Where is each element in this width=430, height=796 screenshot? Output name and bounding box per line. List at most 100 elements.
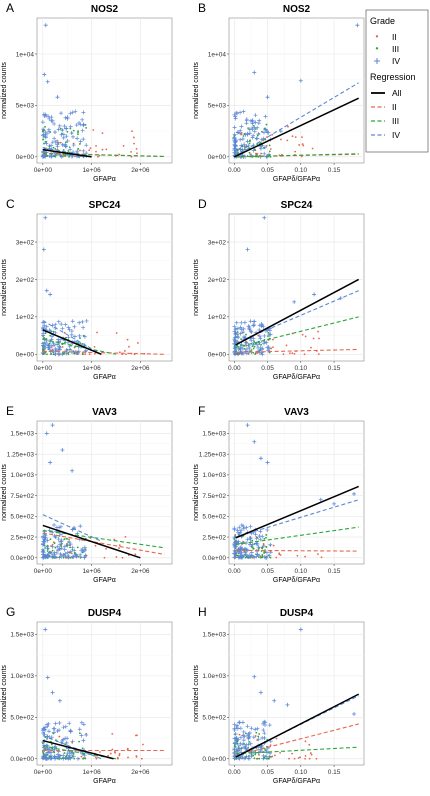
point-grade-iv [58,347,63,352]
panel-title: NOS2 [283,4,311,15]
point-grade-iv [46,554,51,559]
point-grade-iv [245,554,250,559]
point-grade-iv [53,153,58,158]
x-tick-label: 2e+06 [131,568,150,575]
point-grade-iii [253,757,256,760]
point-grade-iv [266,130,271,135]
point-grade-iii [268,144,271,147]
point-grade-ii [271,755,274,758]
y-tick-label: 0e+00 [16,352,35,359]
point-grade-ii [94,544,97,547]
point-grade-iv [57,728,62,733]
point-grade-iii [245,333,247,336]
x-tick-label: 0.05 [261,568,274,575]
point-grade-iii [78,732,81,735]
point-grade-iv [73,109,78,114]
point-grade-iv [245,537,250,542]
regression-line-iv [235,499,359,538]
point-grade-iv [63,551,68,556]
point-grade-ii [95,757,98,760]
point-grade-iv [232,746,237,751]
point-grade-iv [45,747,50,752]
regression-line-all [42,739,114,760]
panel-h: 0.00 0.05 0.10 0.15 0.0e+00 5.0e+02 1.0e+03 1.5… [193,605,365,785]
point-grade-iii [66,130,69,133]
point-grade-iv [248,524,253,529]
point-grade-iv [232,150,237,155]
point-grade-ii [118,153,121,156]
point-grade-iv [79,720,84,725]
legend-grade-iv-label: IV [392,56,400,66]
y-tick-label: 1.5e+03 [10,431,34,438]
point-grade-ii [95,150,97,153]
point-grade-iv [81,110,86,115]
point-grade-iii [44,141,47,143]
point-grade-iv [52,121,57,126]
outlier-grade-iv [50,423,55,428]
point-grade-iv [233,555,238,560]
point-grade-iii [265,534,268,536]
point-grade-iv [248,536,253,541]
point-grade-iv [241,109,246,114]
x-tick-label: 0e+00 [34,568,53,575]
point-grade-iv [66,340,71,345]
point-grade-iv [238,110,243,115]
point-grade-iv [41,548,46,553]
y-tick-label: 1e+02 [208,314,227,321]
point-grade-iv [49,115,54,120]
x-tick-label: 0.15 [328,167,341,174]
point-grade-iv [68,147,73,152]
y-tick-label: 1.0e+03 [10,472,34,479]
point-grade-iv [81,738,86,743]
point-grade-ii [269,744,272,747]
point-grade-iv [82,548,87,553]
outlier-grade-iv [318,497,323,502]
point-grade-ii [304,757,307,760]
y-tick-label: 3e+02 [16,239,35,246]
point-grade-iv [238,147,243,152]
point-grade-ii [288,757,290,760]
y-tick-label: 1.5e+03 [10,632,34,639]
point-grade-ii [317,353,320,356]
point-grade-iv [45,538,50,543]
outlier-grade-iv [55,95,60,100]
point-grade-iii [42,138,45,141]
point-grade-iv [61,737,66,742]
y-tick-label: 7.5e+02 [202,493,226,500]
point-grade-iv [69,131,74,136]
point-grade-iv [256,349,261,354]
point-grade-iii [263,147,265,149]
point-grade-iv [235,130,240,135]
x-axis-label: GFAPα [93,374,116,381]
point-grade-iv [75,756,80,761]
point-grade-iv [268,542,273,547]
panel-title: NOS2 [91,4,119,15]
point-grade-iii [249,139,251,142]
point-grade-iii [81,353,84,355]
outlier-grade-iv [70,468,75,473]
point-grade-iv [51,343,56,348]
point-grade-iii [43,142,45,145]
point-grade-iv [249,330,254,335]
panel-title: SPC24 [281,200,313,211]
outlier-grade-iv [258,690,263,695]
point-grade-iv [232,329,237,334]
y-tick-label: 0e+00 [16,154,35,161]
point-grade-iv [260,534,265,539]
x-axis-label: GFAPδ/GFAPα [273,374,320,381]
point-grade-iv [81,722,86,727]
point-grade-iii [54,147,57,150]
point-grade-ii [101,148,104,151]
point-grade-ii [256,352,259,354]
point-grade-iv [41,154,46,159]
point-grade-iv [244,118,249,123]
point-grade-iv [60,142,65,147]
point-grade-iv [262,145,267,150]
point-grade-iv [233,540,238,545]
point-grade-iv [242,144,247,149]
point-grade-iv [68,729,73,734]
point-grade-ii [107,754,110,757]
outlier-grade-iv [298,627,303,632]
point-grade-iv [266,348,271,353]
